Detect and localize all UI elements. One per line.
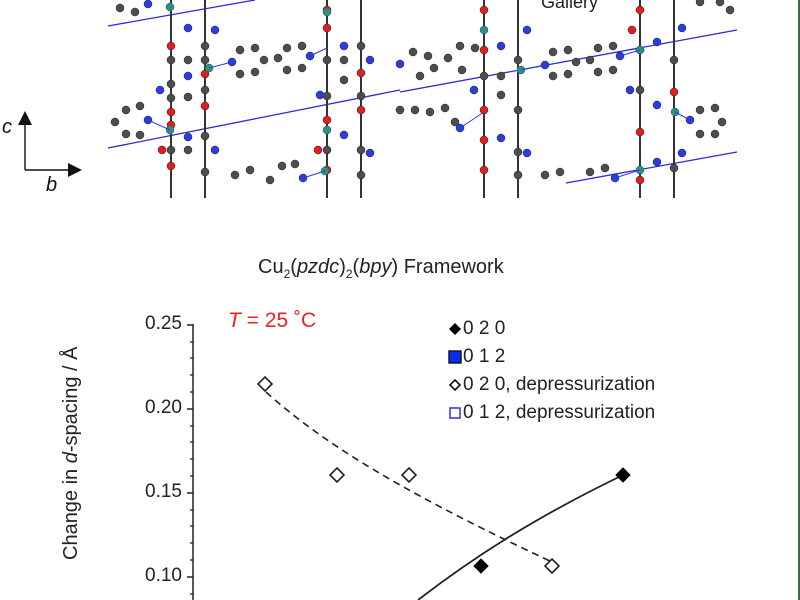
legend-item-012: 0 1 2 xyxy=(448,343,655,371)
gallery-label: Gallery xyxy=(541,0,599,12)
bond-lines xyxy=(147,47,691,179)
open-diamond-icon xyxy=(448,378,462,392)
series-020 xyxy=(473,467,631,574)
axis-label-b: b xyxy=(46,174,58,196)
ytick-label: 0.25 xyxy=(145,313,182,334)
ytick-label: 0.15 xyxy=(145,481,182,502)
open-square-icon xyxy=(449,407,461,419)
filled-diamond-icon xyxy=(449,323,461,335)
bipyridine-linkers xyxy=(110,0,735,185)
legend-item-020: 0 2 0 xyxy=(448,315,655,343)
ytick-label: 0.20 xyxy=(145,397,182,418)
depressurization-fit-line xyxy=(265,391,553,563)
axis-label-c: c xyxy=(2,116,12,138)
chart-legend: 0 2 0 0 1 2 0 2 0, depressurization 0 1 … xyxy=(448,315,655,427)
y-axis xyxy=(187,324,194,600)
filled-square-icon xyxy=(448,350,462,364)
chart-title: Cu2(pzdc)2(bpy) Framework xyxy=(258,256,504,281)
temperature-annotation: T = 25 ˚C xyxy=(228,309,317,332)
figure-border xyxy=(798,0,800,600)
lattice-plane-lines xyxy=(107,0,738,184)
series-020-depressurization xyxy=(256,375,561,575)
legend-item-012-depressurization: 0 1 2, depressurization xyxy=(448,399,655,427)
pressurization-fit-line xyxy=(417,474,624,600)
crystal-structure-image xyxy=(107,0,738,198)
legend-item-020-depressurization: 0 2 0, depressurization xyxy=(448,371,655,399)
y-axis-minor-ticks xyxy=(190,341,193,595)
ytick-label: 0.10 xyxy=(145,565,182,586)
pzdc-units xyxy=(155,5,687,185)
